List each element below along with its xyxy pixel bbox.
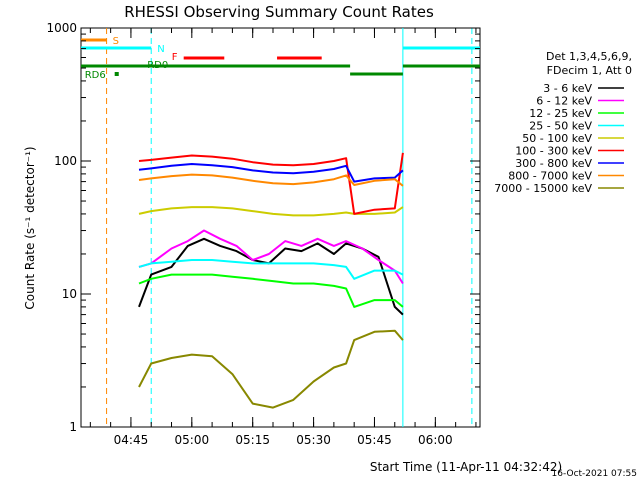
flag-label-rd6: RD6 [85, 70, 106, 81]
flag-label-n: N [157, 44, 164, 55]
legend-entry-label: 100 - 300 keV [515, 145, 592, 158]
y-tick-label: 1 [69, 420, 77, 434]
legend-entry-label: 300 - 800 keV [515, 157, 592, 170]
y-axis-label: Count Rate (s⁻¹ detector⁻¹) [23, 146, 37, 309]
legend-entry-label: 50 - 100 keV [522, 132, 592, 145]
legend-entry-label: 800 - 7000 keV [508, 170, 592, 183]
legend-header-line-1: Det 1,3,4,5,6,9, [546, 50, 632, 63]
series-line-300-800-kev [138, 163, 404, 183]
y-axis: 1 10 100 1000 [46, 21, 480, 434]
series-line-800-7000-kev [138, 173, 404, 187]
series-line-100-300-kev [138, 152, 404, 215]
x-tick-label: 05:00 [175, 433, 210, 447]
series-line-12-25-kev [138, 273, 404, 308]
legend-header-line-2: FDecim 1, Att 0 [547, 64, 632, 77]
x-tick-label: 04:45 [114, 433, 149, 447]
x-axis-label: Start Time (11-Apr-11 04:32:42) [370, 460, 562, 474]
y-tick-label: 10 [62, 287, 77, 301]
series-line-6-12-kev [138, 229, 404, 285]
series-line-25-50-kev [138, 259, 404, 280]
x-axis: 04:45 05:00 05:15 05:30 05:45 06:00 [89, 28, 477, 447]
legend-entry-label: 7000 - 15000 keV [494, 182, 592, 195]
timestamp: 16-Oct-2021 07:55 [552, 469, 637, 479]
y-tick-label: 100 [54, 154, 77, 168]
flag-label-f: F [172, 52, 178, 63]
x-tick-label: 06:00 [418, 433, 453, 447]
legend: Det 1,3,4,5,6,9, FDecim 1, Att 0 3 - 6 k… [494, 50, 632, 195]
plot-frame [80, 27, 481, 428]
chart-title: RHESSI Observing Summary Count Rates [124, 3, 434, 21]
series-line-7000-15000-kev [138, 329, 404, 409]
legend-entry-label: 6 - 12 keV [536, 95, 592, 108]
series-line-50-100-kev [138, 206, 404, 217]
legend-entry-label: 3 - 6 keV [543, 82, 592, 95]
x-tick-label: 05:45 [357, 433, 392, 447]
flag-label-rd0: RD0 [147, 60, 168, 71]
x-tick-label: 05:30 [296, 433, 331, 447]
y-tick-label: 1000 [46, 21, 77, 35]
plot-area: S NF RD0 RD6 [80, 27, 481, 428]
flag-label-s: S [113, 36, 119, 47]
legend-entry-label: 25 - 50 keV [529, 120, 592, 133]
legend-entry-label: 12 - 25 keV [529, 107, 592, 120]
x-tick-label: 05:15 [235, 433, 270, 447]
